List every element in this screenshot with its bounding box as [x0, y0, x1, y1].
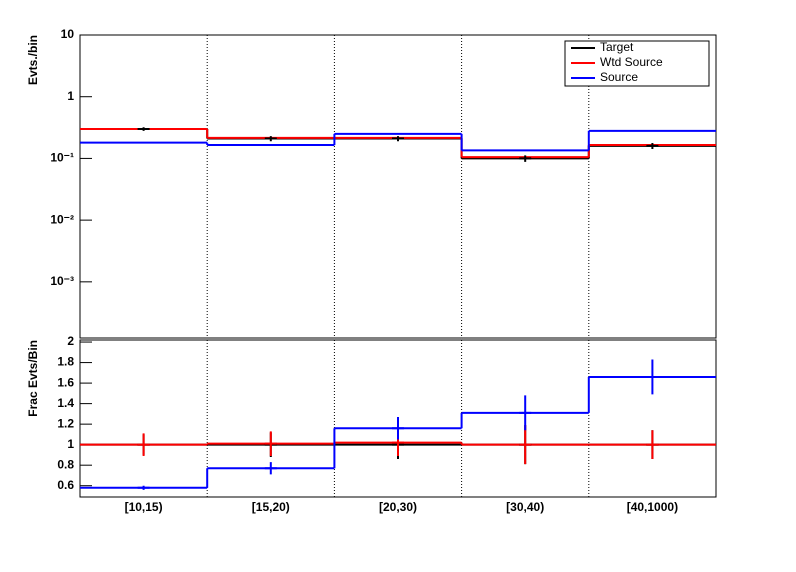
- y-axis-title: Frac Evts/Bin: [26, 340, 40, 417]
- y-tick-label: 1: [67, 437, 74, 451]
- y-tick-label: 1.8: [57, 355, 74, 369]
- y-tick-label: 1.6: [57, 375, 74, 389]
- error-bar: [137, 485, 150, 490]
- y-tick-label: 2: [67, 334, 74, 348]
- error-bar: [519, 425, 532, 465]
- error-bar: [646, 142, 659, 150]
- legend-label: Target: [600, 40, 634, 54]
- y-tick-label: 1.2: [57, 416, 74, 430]
- y-tick-label: 0.8: [57, 457, 74, 471]
- y-tick-label: 10⁻²: [50, 212, 74, 226]
- error-bar: [264, 462, 277, 475]
- error-bar: [137, 433, 150, 456]
- y-tick-label: 10: [61, 27, 75, 41]
- plot-frame: [79, 339, 717, 498]
- y-tick-label: 10⁻³: [50, 274, 74, 288]
- error-bar: [519, 155, 532, 162]
- error-bar: [392, 136, 404, 142]
- y-tick-label: 0.6: [57, 478, 74, 492]
- y-tick-label: 1.4: [57, 396, 74, 410]
- x-tick-label: [30,40): [506, 500, 544, 514]
- y-tick-label: 10⁻¹: [50, 151, 74, 165]
- error-bar: [646, 430, 659, 460]
- x-tick-label: [15,20): [252, 500, 290, 514]
- error-bar: [137, 127, 150, 131]
- y-axis-title: Evts./bin: [26, 35, 40, 85]
- y-tick-label: 1: [67, 89, 74, 103]
- x-tick-label: [20,30): [379, 500, 417, 514]
- error-bar: [264, 136, 277, 142]
- error-bar: [646, 359, 659, 395]
- legend-label: Source: [600, 70, 638, 84]
- error-bar: [392, 416, 404, 440]
- error-bar: [264, 431, 277, 456]
- error-bar: [519, 395, 532, 431]
- legend-label: Wtd Source: [600, 55, 663, 69]
- plot-frame: [79, 34, 717, 339]
- x-tick-label: [40,1000): [627, 500, 678, 514]
- x-tick-label: [10,15): [125, 500, 163, 514]
